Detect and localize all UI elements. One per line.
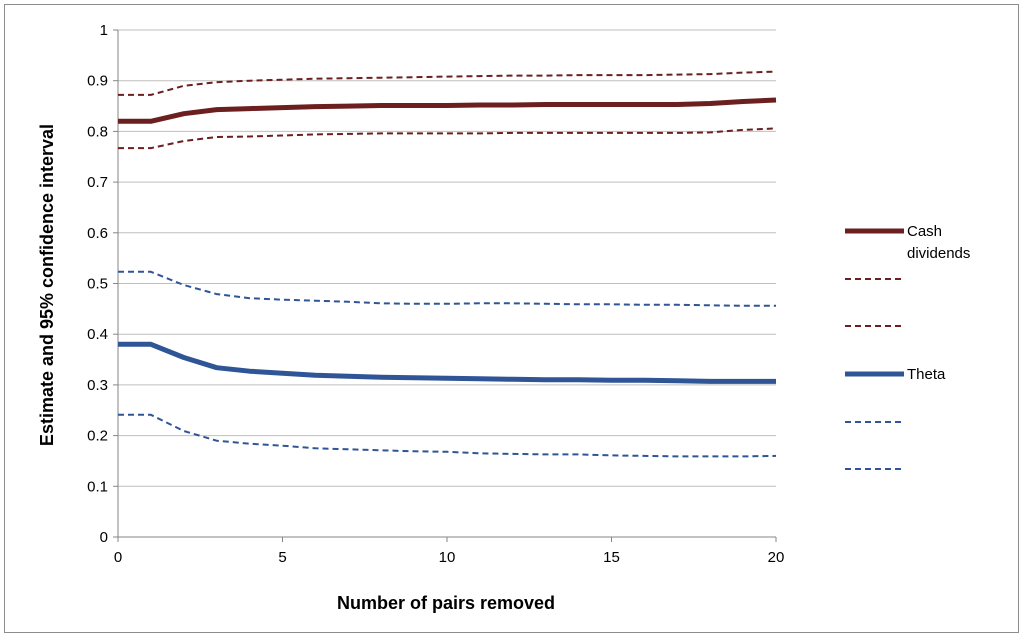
y-tick-label: 0.7 [87,174,108,191]
chart-frame [4,4,1019,633]
y-tick-label: 0.1 [87,478,108,495]
axes [113,29,777,542]
series-line-ci-bound [118,413,777,458]
x-tick-label: 15 [603,549,620,566]
gridlines [118,29,776,487]
series-line-estimate [118,341,776,384]
x-tick-label: 0 [114,549,122,566]
x-axis-title: Number of pairs removed [337,593,555,613]
x-tick-label: 10 [439,549,456,566]
series-line-ci-bound [118,127,777,150]
y-tick-label: 0.2 [87,428,108,445]
legend-label: Theta [907,366,946,383]
y-tick-label: 0 [100,529,108,546]
y-tick-label: 0.3 [87,377,108,394]
legend-label: Cash dividends [907,223,970,262]
series-lines [118,70,777,458]
y-tick-label: 0.6 [87,225,108,242]
y-tick-label: 0.9 [87,73,108,90]
legend: Cash dividends Theta [845,223,970,470]
y-tick-label: 0.4 [87,326,108,343]
y-tick-label: 0.5 [87,276,108,293]
x-tick-label: 5 [278,549,286,566]
series-line-ci-bound [118,270,776,307]
y-tick-label: 1 [100,22,108,39]
y-axis-title: Estimate and 95% confidence interval [37,124,57,446]
series-line-estimate [118,97,777,124]
x-tick-label: 20 [768,549,785,566]
series-line-ci-bound [118,70,777,96]
x-tick-labels: 0 5 10 15 20 [114,549,785,566]
y-tick-labels: 0 0.1 0.2 0.3 0.4 0.5 0.6 0.7 0.8 0.9 1 [87,22,108,546]
y-tick-label: 0.8 [87,123,108,140]
